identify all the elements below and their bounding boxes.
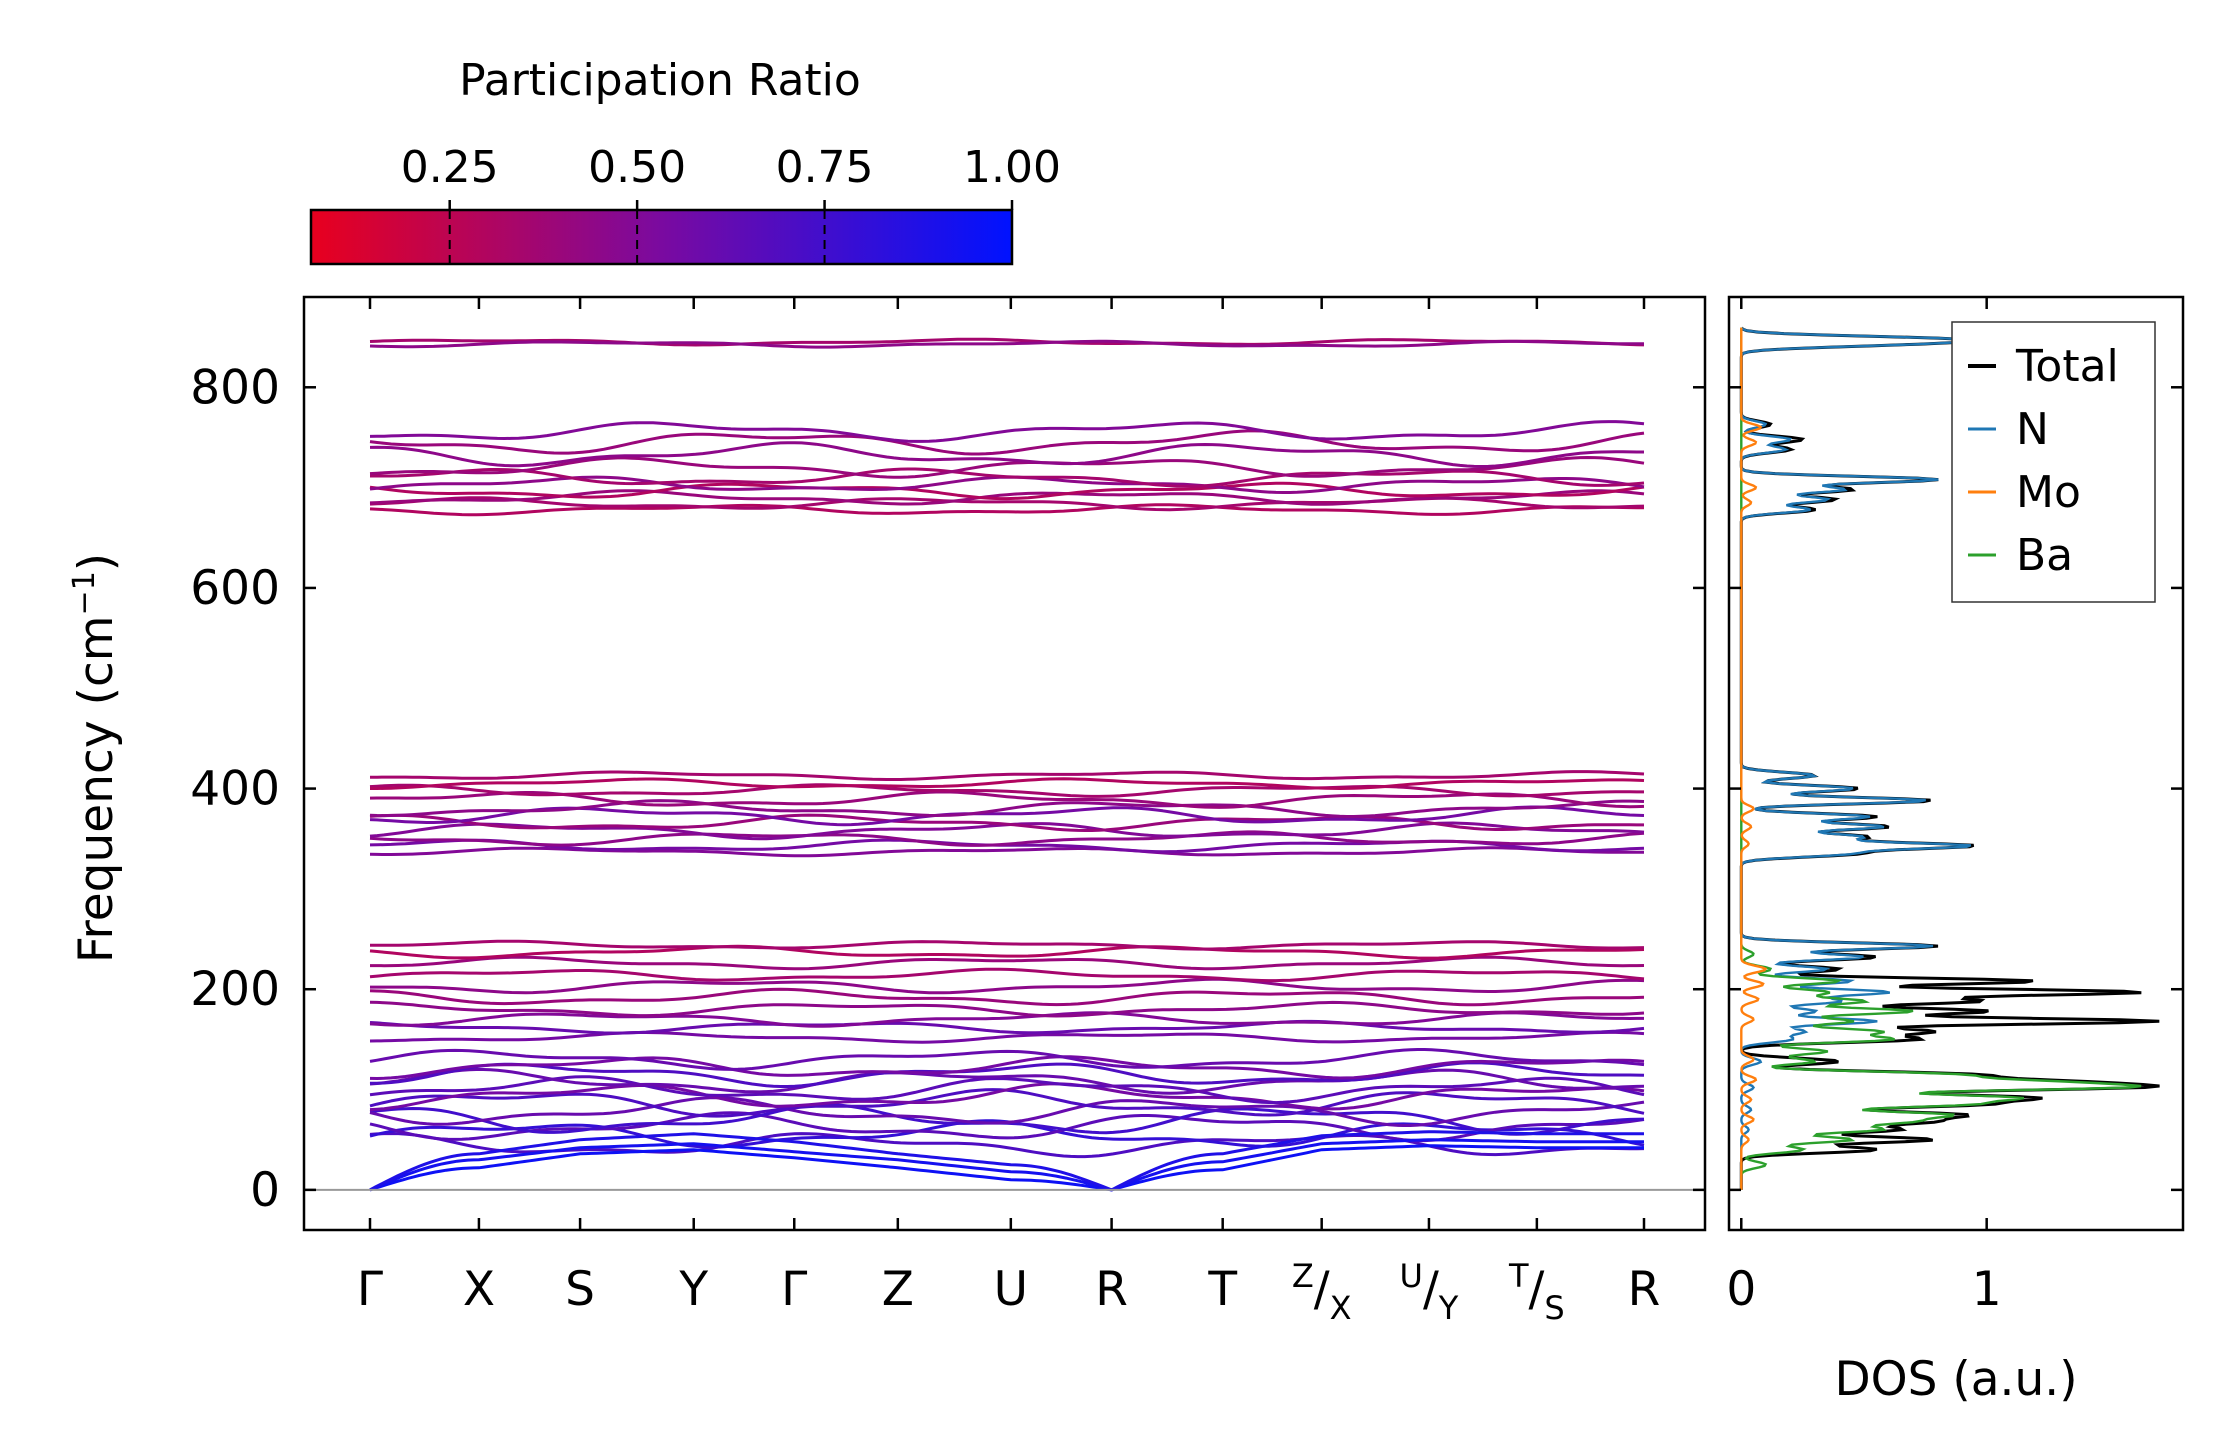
x-tick-label: U [994,1262,1028,1317]
band-middle [369,813,1644,832]
y-axis-ticks: 0 200 400 600 800 [190,360,1705,1218]
y-tick-label: 400 [190,762,280,817]
dos-x-tick-label: 1 [1972,1262,2002,1317]
band-middle [369,846,1644,858]
x-tick-label: T [1207,1262,1237,1317]
y-axis-label: Frequency (cm−1) [67,553,124,963]
band-acoustic [369,1138,1644,1192]
x-tick-label: R [1095,1262,1128,1317]
band-middle [369,799,1645,818]
colorbar-tick-label: 0.25 [401,142,499,193]
band-upper [369,420,1645,443]
dos-y-ticks [1729,386,2183,1192]
band-low [370,1061,1645,1088]
x-tick-label: Y [678,1262,708,1317]
band-middle [369,790,1645,809]
band-lower [369,944,1645,960]
colorbar-tick-label: 1.00 [963,142,1061,193]
x-tick-label: Γ [781,1262,807,1317]
x-tick-label: Γ [357,1262,383,1317]
x-tick-label: U/Y [1400,1257,1459,1327]
band-lower [369,1000,1645,1018]
x-tick-label: Z [882,1262,914,1317]
band-low [369,1075,1645,1105]
band-top [369,339,1644,349]
y-tick-label: 800 [190,360,280,415]
dos-series-n [1740,326,1977,1190]
dos-series-mo [1740,327,1768,1190]
y-tick-label: 600 [190,561,280,616]
band-top [369,337,1645,347]
dos-frame [1727,295,2185,1232]
dispersion-panel: 0 200 400 600 800 Γ X S Y Γ Z U R T Z/X U/Y T/S R Freque… [67,295,1707,1327]
dos-legend: Total N Mo Ba [1951,321,2156,603]
band-middle [370,777,1645,790]
band-middle [369,783,1644,798]
band-middle [369,830,1645,847]
band-lower [369,1019,1645,1035]
colorbar-gradient [309,208,1014,266]
band-lower [369,1030,1645,1044]
x-tick-label: R [1628,1262,1661,1317]
legend-label-n: N [2016,404,2049,455]
colorbar-ticks: 0.25 0.50 0.75 1.00 [401,142,1061,264]
band-lower [369,987,1645,1007]
dispersion-frame [302,295,1707,1232]
colorbar: Participation Ratio 0.25 0.50 0.75 1.00 [309,55,1061,266]
colorbar-tick-label: 0.50 [588,142,686,193]
band-upper [369,489,1645,506]
band-upper [370,467,1645,488]
colorbar-title: Participation Ratio [459,55,861,106]
x-tick-label: S [565,1262,595,1317]
band-upper [369,456,1645,479]
band-acoustic [369,1130,1644,1192]
dos-curves [1739,326,2160,1190]
x-tick-label: Z/X [1292,1257,1352,1327]
band-lower [369,967,1645,983]
dos-x-axis-label: DOS (a.u.) [1834,1352,2077,1407]
x-axis-ticks: Γ X S Y Γ Z U R T Z/X U/Y T/S R [357,297,1660,1327]
band-upper [369,429,1645,456]
band-upper [369,441,1644,468]
band-upper [369,475,1645,494]
band-low [369,1055,1645,1080]
band-upper [369,481,1645,501]
band-low [369,1048,1645,1071]
x-tick-label: T/S [1508,1257,1565,1327]
band-low [369,1068,1645,1095]
band-low [369,1096,1645,1127]
band-lower [370,955,1645,971]
colorbar-tick-label: 0.75 [776,142,874,193]
legend-label-mo: Mo [2016,467,2081,518]
x-tick-label: X [463,1262,495,1317]
band-upper [369,503,1644,517]
legend-label-total: Total [2015,341,2119,392]
y-tick-label: 0 [250,1163,280,1218]
band-acoustic [369,1144,1644,1192]
band-middle [369,770,1645,781]
band-low [369,1082,1645,1112]
legend-label-ba: Ba [2016,530,2073,581]
band-lower [370,939,1645,951]
band-lower [370,977,1645,995]
band-lower [369,1011,1644,1028]
band-structure [369,337,1645,1192]
y-tick-label: 200 [190,962,280,1017]
dos-x-tick-label: 0 [1726,1262,1756,1317]
